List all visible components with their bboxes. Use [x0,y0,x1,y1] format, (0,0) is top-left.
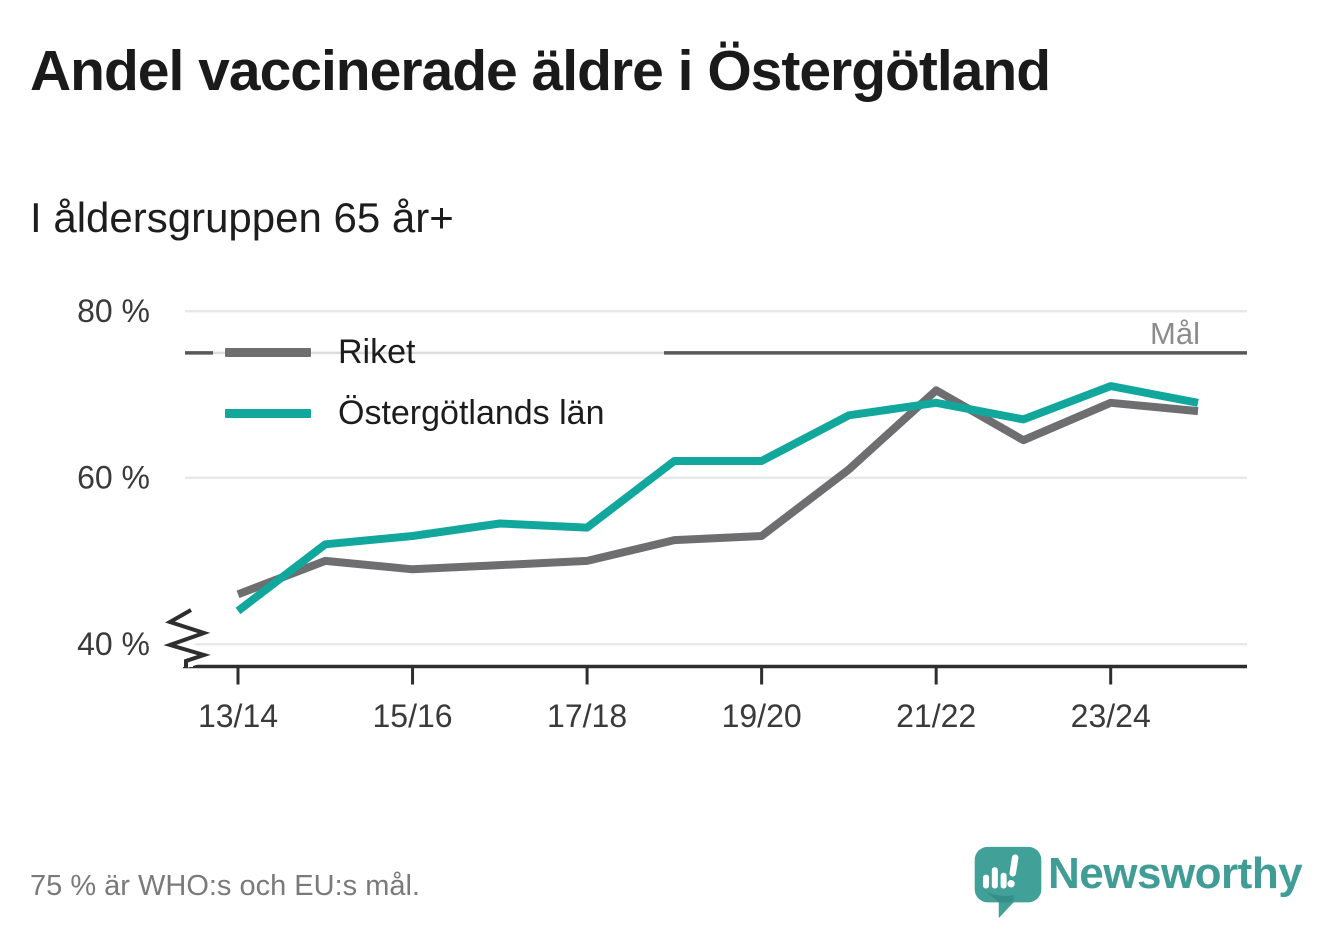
legend-item-ostergotlands-lan: Östergötlands län [225,393,605,433]
exclamation-icon [1007,854,1019,888]
x-tick-label: 23/24 [1071,698,1151,734]
axis-break-icon [163,608,211,667]
series-line-riket [236,386,1199,599]
legend-label-ostergotlands-lan: Östergötlands län [338,393,605,432]
series-line-ostergotlands-lan [235,382,1199,615]
legend-swatch-ostergotlands-lan [225,408,311,418]
legend-label-riket: Riket [338,332,416,371]
y-tick-label: 80 % [77,293,150,329]
footnote: 75 % är WHO:s och EU:s mål. [30,870,420,902]
newsworthy-logo-icon [974,846,1042,919]
x-tick-label: 13/14 [198,698,278,734]
y-tick-label: 60 % [77,460,150,496]
chart-subtitle: I åldersgruppen 65 år+ [30,194,454,241]
legend-item-riket: Riket [225,332,415,372]
legend-swatch-riket [225,347,311,357]
x-tick-label: 17/18 [547,698,627,734]
x-tick-label: 15/16 [373,698,453,734]
page-title: Andel vaccinerade äldre i Östergötland [30,39,1051,103]
goal-label: Mål [1150,316,1200,351]
brand-name: Newsworthy [1048,849,1303,898]
y-tick-label: 40 % [77,626,150,662]
x-tick-label: 21/22 [896,698,976,734]
x-tick-label: 19/20 [722,698,802,734]
